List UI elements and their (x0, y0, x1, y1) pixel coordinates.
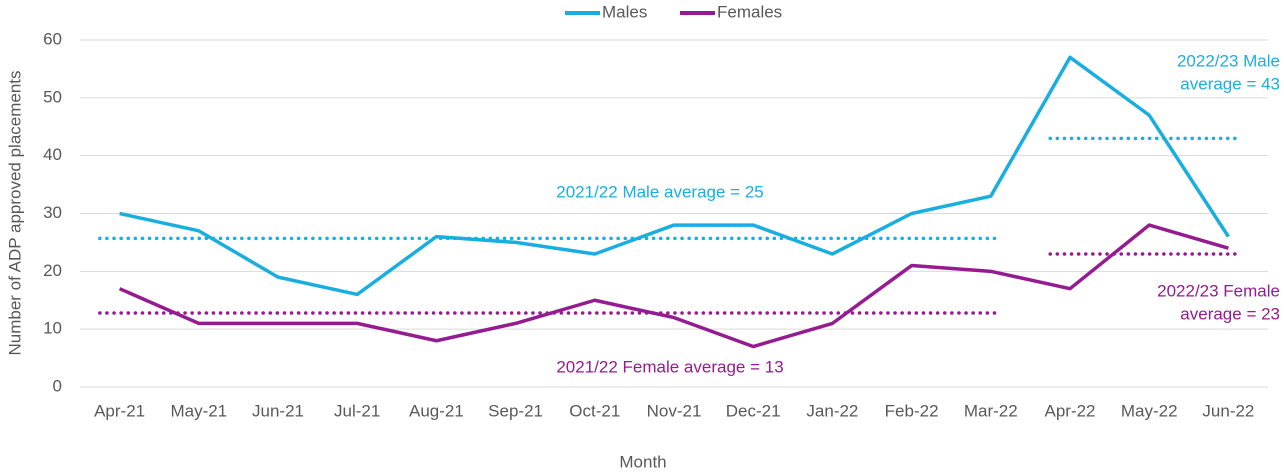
average-annotation: average = 43 (1180, 74, 1280, 93)
y-tick-label: 50 (43, 87, 62, 106)
x-tick-label: Jul-21 (334, 401, 380, 420)
average-annotation: 2022/23 Female (1157, 281, 1280, 300)
x-tick-label: May-22 (1121, 401, 1178, 420)
x-tick-label: Aug-21 (409, 401, 464, 420)
y-tick-label: 40 (43, 145, 62, 164)
x-tick-label: Mar-22 (964, 401, 1018, 420)
x-tick-label: May-21 (170, 401, 227, 420)
average-annotation: 2022/23 Male (1177, 51, 1280, 70)
y-tick-label: 10 (43, 319, 62, 338)
y-axis-title: Number of ADP approved placements (5, 70, 24, 355)
y-tick-label: 0 (53, 376, 62, 395)
x-tick-label: Jun-21 (252, 401, 304, 420)
average-annotation: 2021/22 Male average = 25 (556, 182, 763, 201)
x-tick-label: Jan-22 (806, 401, 858, 420)
x-tick-label: Apr-21 (94, 401, 145, 420)
x-tick-label: Apr-22 (1044, 401, 1095, 420)
series-line (119, 55, 1230, 297)
x-axis-title: Month (619, 452, 666, 471)
average-annotation: average = 23 (1180, 304, 1280, 323)
legend-label: Females (717, 2, 782, 21)
series-line (118, 223, 1229, 349)
average-annotation: 2021/22 Female average = 13 (556, 357, 783, 376)
legend-label: Males (602, 2, 647, 21)
y-tick-label: 30 (43, 203, 62, 222)
x-tick-label: Feb-22 (885, 401, 939, 420)
y-tick-label: 20 (43, 261, 62, 280)
x-tick-label: Jun-22 (1202, 401, 1254, 420)
x-tick-label: Nov-21 (647, 401, 702, 420)
x-tick-label: Dec-21 (726, 401, 781, 420)
y-tick-label: 60 (43, 29, 62, 48)
x-tick-label: Sep-21 (488, 401, 543, 420)
x-tick-label: Oct-21 (569, 401, 620, 420)
